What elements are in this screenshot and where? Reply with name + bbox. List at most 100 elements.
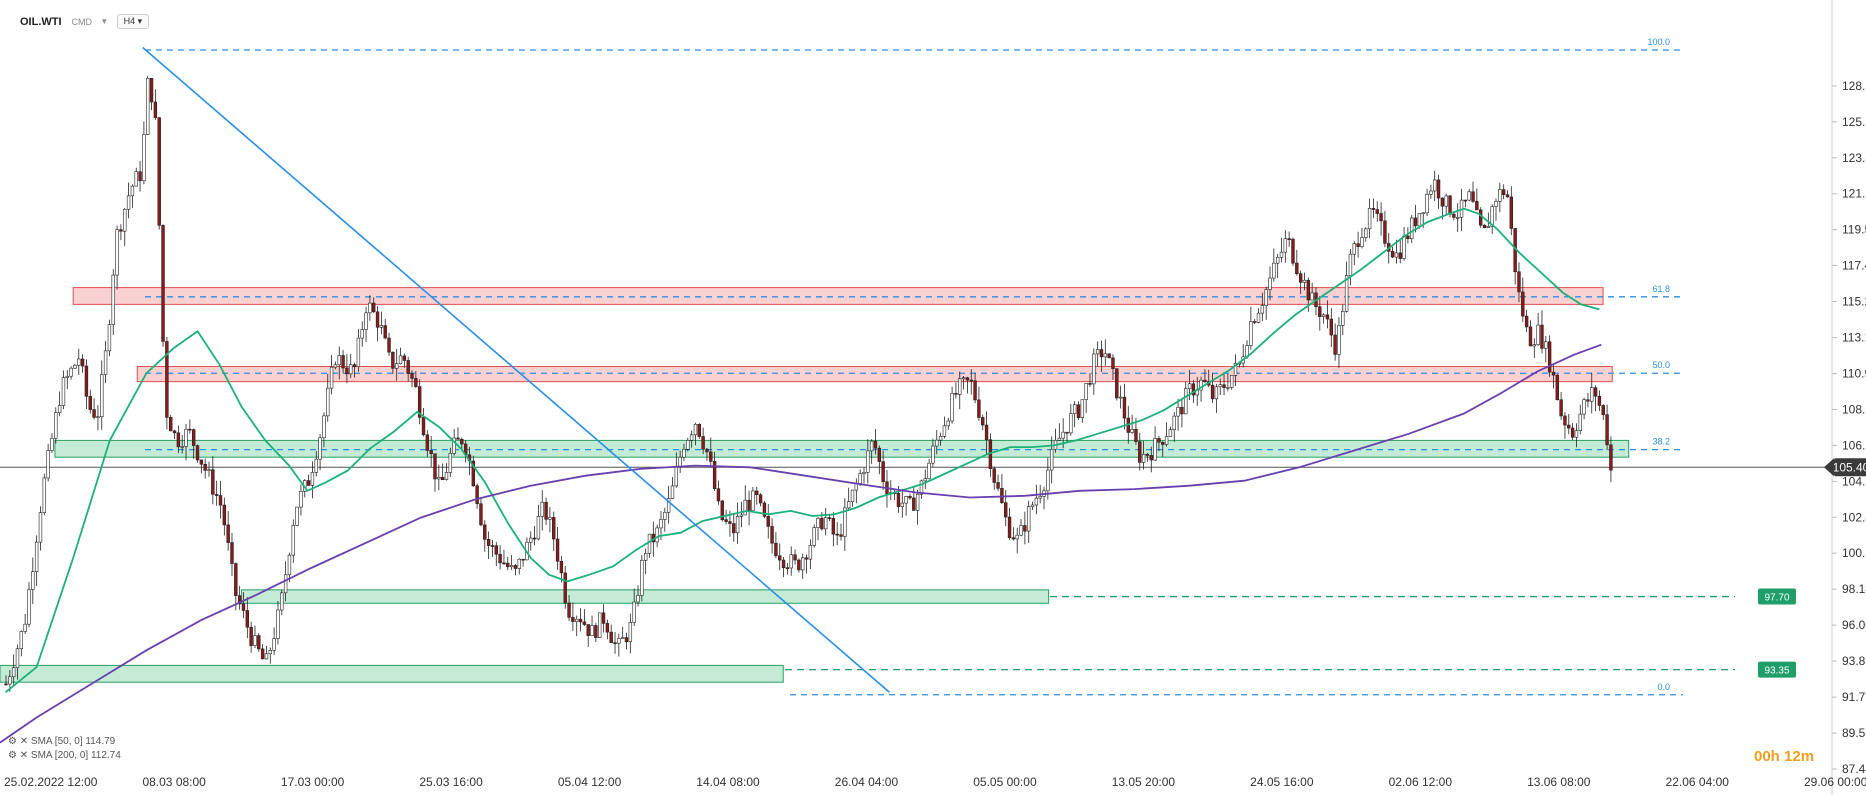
candle-body: [873, 440, 878, 449]
candle-body: [157, 117, 161, 226]
candle-body: [996, 482, 1000, 489]
candle-body: [724, 519, 728, 522]
candle-body: [1203, 379, 1207, 382]
candle-body: [659, 519, 663, 529]
candle-body: [295, 506, 299, 526]
candle-body: [1256, 312, 1261, 323]
candle-body: [260, 648, 265, 660]
candle-body: [735, 516, 740, 534]
candle-body: [1233, 363, 1238, 376]
candle-body: [268, 650, 272, 655]
candle-body: [326, 387, 330, 417]
candle-body: [1007, 516, 1012, 539]
candle-body: [1306, 279, 1311, 301]
candle-body: [1118, 396, 1123, 399]
candle-body: [1325, 314, 1330, 320]
candle-body: [517, 558, 521, 569]
candle-body: [1249, 321, 1253, 346]
candle-body: [1176, 406, 1180, 417]
candle-body: [1034, 497, 1039, 506]
candle-body: [915, 493, 920, 511]
y-axis-tick-label: 110.98: [1842, 367, 1866, 381]
candle-body: [1490, 206, 1494, 227]
candle-body: [969, 379, 973, 382]
fib-level-label: 0.0: [1657, 682, 1670, 692]
candle-body: [582, 621, 587, 625]
candle-body: [938, 436, 943, 441]
indicator-settings-icon[interactable]: ⚙ ✕: [8, 736, 29, 747]
candle-body: [1134, 428, 1138, 442]
candle-body: [1494, 200, 1498, 207]
candle-body: [138, 171, 142, 182]
candle-body: [318, 437, 322, 460]
candle-body: [57, 405, 62, 413]
support-level-tag-label: 97.70: [1764, 593, 1789, 604]
candle-body: [1559, 399, 1563, 417]
moving-averages: [0, 207, 1602, 744]
candle-body: [1264, 289, 1268, 306]
indicator-settings-icon[interactable]: ⚙ ✕: [8, 750, 29, 761]
candle-body: [276, 609, 280, 639]
candle-body: [1570, 427, 1575, 438]
candle-body: [88, 396, 92, 410]
y-axis-tick-label: 128.11: [1842, 79, 1866, 93]
candle-body: [486, 539, 491, 546]
candle-body: [245, 610, 250, 628]
timeframe-label: H4: [123, 16, 136, 26]
candle-body: [709, 451, 713, 462]
candle-body: [111, 274, 115, 325]
candle-body: [1425, 194, 1429, 214]
market-label: CMD: [71, 16, 93, 27]
timeframe-selector[interactable]: H4 ▾: [116, 14, 150, 29]
candle-body: [188, 428, 192, 431]
symbol-label: OIL.WTI: [20, 15, 62, 28]
candle-body: [498, 553, 502, 564]
candle-body: [689, 434, 694, 441]
current-price-tag-arrow: [1824, 458, 1834, 477]
sma200-legend-label: SMA [200, 0] 112.74: [30, 750, 121, 761]
sma50-legend[interactable]: ⚙ ✕ SMA [50, 0] 114.79: [8, 736, 115, 747]
candle-body: [375, 311, 380, 328]
candle-body: [529, 537, 533, 543]
candle-body: [567, 602, 571, 618]
candle-body: [1429, 190, 1433, 195]
candle-body: [666, 498, 671, 513]
candle-body: [1157, 438, 1161, 443]
candle-body: [866, 450, 870, 473]
market-chevron-icon[interactable]: ▾: [102, 16, 107, 26]
candle-body: [165, 341, 169, 418]
candle-body: [705, 448, 709, 453]
candle-body: [31, 571, 35, 590]
candle-body: [8, 676, 12, 685]
candle-body: [1199, 379, 1203, 391]
candle-body: [1597, 395, 1602, 406]
x-axis-tick-label: 25.03 16:00: [419, 775, 483, 789]
candle-body: [126, 195, 131, 210]
candle-body: [92, 409, 96, 418]
candle-body: [1440, 197, 1445, 207]
fib-level-label: 61.8: [1652, 284, 1670, 294]
candle-body: [1321, 314, 1326, 317]
candle-body: [655, 527, 659, 543]
x-axis-tick-label: 22.06 04:00: [1666, 775, 1730, 789]
x-axis-tick-label: 08.03 08:00: [142, 775, 206, 789]
candle-body: [471, 460, 476, 487]
candle-body: [15, 648, 20, 669]
candle-body: [264, 653, 269, 660]
sma200-legend[interactable]: ⚙ ✕ SMA [200, 0] 112.74: [8, 750, 121, 761]
candle-body: [65, 375, 69, 378]
candle-body: [1141, 453, 1146, 463]
candle-body: [1038, 496, 1042, 499]
candle-body: [1279, 251, 1284, 258]
candle-body: [1532, 344, 1537, 347]
candle-body: [973, 380, 977, 401]
candle-body: [1509, 196, 1514, 229]
candle-body: [1283, 238, 1288, 253]
candle-body: [253, 635, 257, 646]
candle-body: [410, 373, 414, 379]
candle-body: [1367, 208, 1372, 230]
x-axis-tick-label: 13.06 08:00: [1527, 775, 1591, 789]
candle-body: [425, 434, 430, 451]
candle-body: [1023, 525, 1027, 532]
